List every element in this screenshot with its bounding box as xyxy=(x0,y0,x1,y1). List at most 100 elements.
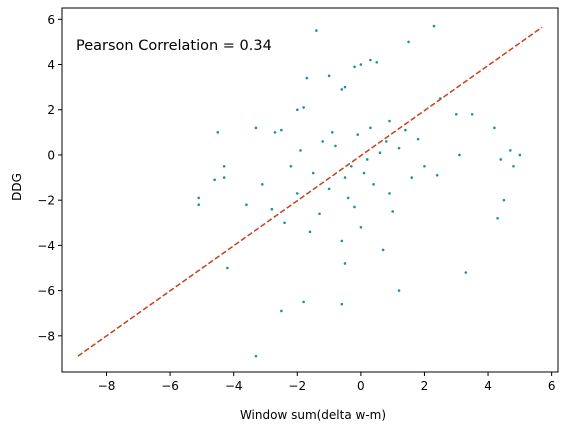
x-tick-label: −8 xyxy=(98,379,116,393)
scatter-point xyxy=(327,74,331,78)
x-tick-label: −4 xyxy=(225,379,243,393)
scatter-point xyxy=(359,226,363,229)
y-axis-label: DDG xyxy=(10,173,24,201)
scatter-point xyxy=(353,65,356,69)
y-tick-label: −6 xyxy=(37,284,55,298)
scatter-point xyxy=(222,176,226,179)
scatter-point xyxy=(340,239,344,243)
scatter-point xyxy=(458,153,461,157)
points-layer xyxy=(197,24,522,358)
scatter-point xyxy=(318,212,321,216)
scatter-point xyxy=(197,196,201,200)
x-tick-label: −6 xyxy=(161,379,179,393)
y-tick-label: 0 xyxy=(47,148,55,162)
scatter-point xyxy=(362,171,366,175)
y-tick-label: −8 xyxy=(37,329,55,343)
y-tick-label: 4 xyxy=(47,58,55,72)
y-axis-ticks: −8 −6 −4 −2 0 2 4 6 xyxy=(37,13,62,343)
scatter-point xyxy=(280,128,283,132)
scatter-point xyxy=(273,131,277,134)
scatter-point xyxy=(213,178,216,182)
scatter-point xyxy=(222,164,226,168)
scatter-point xyxy=(499,158,503,161)
scatter-point xyxy=(315,29,318,32)
scatter-point xyxy=(270,207,274,211)
y-tick-label: −4 xyxy=(37,239,55,253)
scatter-point xyxy=(216,131,220,134)
scatter-point xyxy=(302,106,305,109)
y-tick-label: 2 xyxy=(47,103,55,117)
scatter-point xyxy=(245,203,248,206)
scatter-point xyxy=(404,128,407,132)
x-tick-label: 6 xyxy=(548,379,556,393)
scatter-point xyxy=(512,164,515,168)
scatter-point xyxy=(340,88,344,91)
scatter-point xyxy=(321,140,325,143)
y-tick-label: 6 xyxy=(47,13,55,27)
scatter-point xyxy=(343,85,347,89)
x-tick-label: 0 xyxy=(357,379,365,393)
scatter-point xyxy=(343,176,347,179)
scatter-point xyxy=(261,183,264,186)
scatter-point xyxy=(432,24,436,28)
scatter-point xyxy=(254,126,258,130)
scatter-point xyxy=(283,221,286,225)
x-tick-label: 4 xyxy=(484,379,492,393)
scatter-point xyxy=(502,198,506,202)
scatter-point xyxy=(280,309,283,313)
scatter-point xyxy=(330,131,334,134)
scatter-point xyxy=(397,289,401,292)
scatter-point xyxy=(353,205,356,209)
scatter-point xyxy=(509,149,512,152)
scatter-point xyxy=(302,300,305,304)
x-axis-ticks: −8 −6 −4 −2 0 2 4 6 xyxy=(98,372,556,393)
scatter-point xyxy=(378,151,382,154)
x-tick-label: −2 xyxy=(288,379,306,393)
scatter-point xyxy=(359,63,363,66)
scatter-point xyxy=(391,210,394,213)
scatter-point xyxy=(518,153,522,157)
scatter-point xyxy=(464,271,468,274)
scatter-point xyxy=(381,248,385,252)
scatter-point xyxy=(435,174,439,177)
scatter-point xyxy=(388,192,391,195)
scatter-point xyxy=(385,140,388,143)
scatter-point xyxy=(410,176,414,179)
scatter-point xyxy=(397,146,401,150)
scatter-point xyxy=(343,262,347,265)
correlation-annotation: Pearson Correlation = 0.34 xyxy=(76,38,272,54)
scatter-point xyxy=(493,126,496,130)
scatter-point xyxy=(454,112,458,116)
scatter-point xyxy=(289,164,293,168)
scatter-point xyxy=(407,40,410,44)
fit-line xyxy=(77,26,543,357)
scatter-point xyxy=(423,164,426,168)
scatter-point xyxy=(254,354,258,358)
scatter-point xyxy=(197,203,201,206)
scatter-point xyxy=(295,192,299,195)
scatter-point xyxy=(365,158,369,161)
scatter-point xyxy=(305,76,309,80)
scatter-point xyxy=(350,164,353,168)
scatter-point xyxy=(388,119,391,123)
scatter-point xyxy=(295,108,299,112)
scatter-point xyxy=(299,149,302,152)
plot-frame xyxy=(61,7,559,373)
scatter-point xyxy=(369,58,372,62)
scatter-point xyxy=(470,112,474,116)
scatter-point xyxy=(372,183,375,186)
scatter-point xyxy=(346,196,350,200)
scatter-point xyxy=(308,230,312,234)
scatter-point xyxy=(416,137,420,141)
scatter-point xyxy=(311,171,315,175)
x-tick-label: 2 xyxy=(421,379,429,393)
x-axis-label: Window sum(delta w-m) xyxy=(240,408,386,422)
scatter-point xyxy=(369,126,372,130)
scatter-point xyxy=(375,60,379,64)
scatter-point xyxy=(356,133,359,136)
scatter-point xyxy=(334,144,337,148)
scatter-point xyxy=(327,187,331,191)
scatter-point xyxy=(226,266,229,270)
